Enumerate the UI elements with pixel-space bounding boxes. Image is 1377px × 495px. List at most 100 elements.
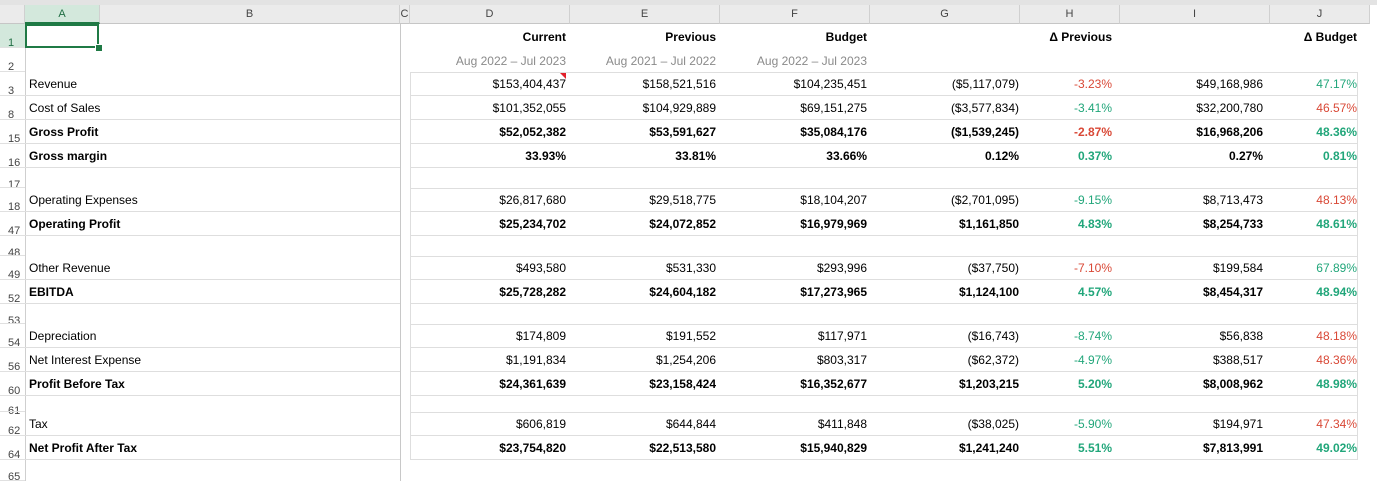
- cell-f-47[interactable]: $16,979,969: [800, 217, 867, 231]
- cell-g-64[interactable]: $1,241,240: [958, 441, 1019, 455]
- cell-d-47[interactable]: $25,234,702: [499, 217, 566, 231]
- cell-d-18[interactable]: $26,817,680: [499, 193, 566, 207]
- cell-f-8[interactable]: $69,151,275: [800, 101, 867, 115]
- cell-i-64[interactable]: $7,813,991: [1202, 441, 1263, 455]
- cell-g-62[interactable]: ($38,025): [967, 417, 1019, 431]
- column-header-j[interactable]: J: [1270, 5, 1370, 24]
- cell-i-47[interactable]: $8,254,733: [1202, 217, 1263, 231]
- cell-g-56[interactable]: ($62,372): [967, 353, 1019, 367]
- comment-indicator[interactable]: [560, 73, 566, 79]
- cell-h-49[interactable]: -7.10%: [1073, 261, 1112, 275]
- cell-h-60[interactable]: 5.20%: [1077, 377, 1112, 391]
- cell-g-16[interactable]: 0.12%: [984, 149, 1019, 163]
- cell-d-60[interactable]: $24,361,639: [499, 377, 566, 391]
- cell-h-56[interactable]: -4.97%: [1073, 353, 1112, 367]
- row-header-48[interactable]: 48: [8, 247, 21, 259]
- cell-h-62[interactable]: -5.90%: [1073, 417, 1112, 431]
- cell-h-15[interactable]: -2.87%: [1073, 125, 1112, 139]
- cell-e-64[interactable]: $22,513,580: [649, 441, 716, 455]
- row-header-60[interactable]: 60: [8, 385, 21, 397]
- cell-i-60[interactable]: $8,008,962: [1202, 377, 1263, 391]
- row-header-47[interactable]: 47: [8, 225, 21, 237]
- column-header-e[interactable]: E: [570, 5, 720, 24]
- cell-j-52[interactable]: 48.94%: [1316, 285, 1357, 299]
- column-header-h[interactable]: H: [1020, 5, 1120, 24]
- cell-j-49[interactable]: 67.89%: [1316, 261, 1357, 275]
- cell-h-16[interactable]: 0.37%: [1077, 149, 1112, 163]
- column-header-i[interactable]: I: [1120, 5, 1270, 24]
- cell-g-18[interactable]: ($2,701,095): [950, 193, 1019, 207]
- cell-e-54[interactable]: $191,552: [665, 329, 716, 343]
- selected-cell-a1[interactable]: [25, 24, 99, 48]
- cell-h-8[interactable]: -3.41%: [1073, 101, 1112, 115]
- cell-i-52[interactable]: $8,454,317: [1202, 285, 1263, 299]
- cell-d-52[interactable]: $25,728,282: [499, 285, 566, 299]
- cell-h-47[interactable]: 4.83%: [1077, 217, 1112, 231]
- cell-h-52[interactable]: 4.57%: [1077, 285, 1112, 299]
- cell-f-64[interactable]: $15,940,829: [800, 441, 867, 455]
- cell-d-3[interactable]: $153,404,437: [492, 77, 566, 91]
- cell-e-56[interactable]: $1,254,206: [655, 353, 716, 367]
- row-header-64[interactable]: 64: [8, 449, 21, 461]
- row-header-1[interactable]: 1: [0, 24, 25, 49]
- cell-e-49[interactable]: $531,330: [665, 261, 716, 275]
- row-header-17[interactable]: 17: [8, 179, 21, 191]
- cell-j-3[interactable]: 47.17%: [1316, 77, 1357, 91]
- row-header-16[interactable]: 16: [8, 157, 21, 169]
- cell-g-60[interactable]: $1,203,215: [958, 377, 1019, 391]
- cell-j-60[interactable]: 48.98%: [1316, 377, 1357, 391]
- cell-e-60[interactable]: $23,158,424: [649, 377, 716, 391]
- cell-e-8[interactable]: $104,929,889: [642, 101, 716, 115]
- row-header-15[interactable]: 15: [8, 133, 21, 145]
- cell-i-16[interactable]: 0.27%: [1228, 149, 1263, 163]
- cell-d-16[interactable]: 33.93%: [525, 149, 566, 163]
- cell-e-15[interactable]: $53,591,627: [649, 125, 716, 139]
- select-all-corner[interactable]: [0, 5, 25, 24]
- column-header-d[interactable]: D: [410, 5, 570, 24]
- cell-i-54[interactable]: $56,838: [1219, 329, 1263, 343]
- cell-g-54[interactable]: ($16,743): [967, 329, 1019, 343]
- row-header-62[interactable]: 62: [8, 425, 21, 437]
- cell-j-15[interactable]: 48.36%: [1316, 125, 1357, 139]
- cell-e-16[interactable]: 33.81%: [675, 149, 716, 163]
- row-header-61[interactable]: 61: [8, 405, 21, 417]
- cell-e-52[interactable]: $24,604,182: [649, 285, 716, 299]
- cell-d-56[interactable]: $1,191,834: [505, 353, 566, 367]
- cell-e-18[interactable]: $29,518,775: [649, 193, 716, 207]
- cell-j-56[interactable]: 48.36%: [1316, 353, 1357, 367]
- cell-e-62[interactable]: $644,844: [665, 417, 716, 431]
- cell-f-49[interactable]: $293,996: [816, 261, 867, 275]
- column-header-c[interactable]: C: [400, 5, 410, 24]
- cell-g-3[interactable]: ($5,117,079): [951, 77, 1019, 91]
- cell-j-16[interactable]: 0.81%: [1322, 149, 1357, 163]
- cell-j-18[interactable]: 48.13%: [1316, 193, 1357, 207]
- cell-i-56[interactable]: $388,517: [1212, 353, 1263, 367]
- cell-f-18[interactable]: $18,104,207: [800, 193, 867, 207]
- row-header-18[interactable]: 18: [8, 201, 21, 213]
- cell-f-56[interactable]: $803,317: [816, 353, 867, 367]
- cell-h-54[interactable]: -8.74%: [1073, 329, 1112, 343]
- cell-j-8[interactable]: 46.57%: [1316, 101, 1357, 115]
- cell-h-3[interactable]: -3.23%: [1073, 77, 1112, 91]
- row-header-2[interactable]: 2: [8, 61, 15, 73]
- row-header-49[interactable]: 49: [8, 269, 21, 281]
- cell-g-49[interactable]: ($37,750): [967, 261, 1019, 275]
- cell-g-52[interactable]: $1,124,100: [958, 285, 1019, 299]
- cell-j-64[interactable]: 49.02%: [1316, 441, 1357, 455]
- row-header-54[interactable]: 54: [8, 337, 21, 349]
- cell-g-15[interactable]: ($1,539,245): [950, 125, 1019, 139]
- row-header-65[interactable]: 65: [8, 471, 21, 483]
- column-header-f[interactable]: F: [720, 5, 870, 24]
- fill-handle[interactable]: [95, 44, 103, 52]
- column-header-a[interactable]: A: [25, 5, 100, 24]
- cell-f-16[interactable]: 33.66%: [826, 149, 867, 163]
- cell-d-8[interactable]: $101,352,055: [492, 101, 566, 115]
- cell-g-47[interactable]: $1,161,850: [958, 217, 1019, 231]
- cell-f-54[interactable]: $117,971: [817, 329, 867, 343]
- cell-f-60[interactable]: $16,352,677: [800, 377, 867, 391]
- cell-d-62[interactable]: $606,819: [515, 417, 566, 431]
- cell-i-18[interactable]: $8,713,473: [1202, 193, 1263, 207]
- cell-h-18[interactable]: -9.15%: [1073, 193, 1112, 207]
- cell-i-8[interactable]: $32,200,780: [1196, 101, 1263, 115]
- cell-h-64[interactable]: 5.51%: [1077, 441, 1112, 455]
